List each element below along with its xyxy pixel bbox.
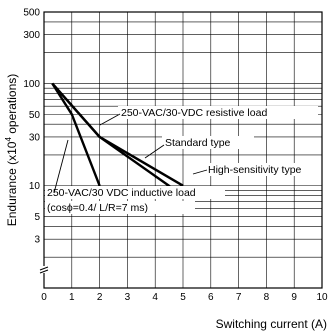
y-tick-label: 50 [29, 110, 41, 121]
y-axis-label: Endurance (x104 operations) [4, 74, 19, 227]
tick-labels: 0 1 2 3 4 5 6 7 8 9 10 500 300 100 50 30 10 5 3 [23, 8, 328, 304]
y-tick-label: 500 [23, 8, 40, 19]
x-tick-label: 9 [291, 292, 297, 303]
inductive-cond-label-bg [45, 201, 195, 214]
x-tick-label: 1 [69, 292, 75, 303]
y-tick-label: 3 [34, 235, 40, 246]
annotation-inductive-2: (cosϕ=0.4/ L/R=7 ms) [47, 202, 148, 214]
series-lines [51, 82, 184, 197]
y-tick-label: 100 [23, 79, 40, 90]
x-tick-label: 3 [125, 292, 131, 303]
annotation-high-sensitivity: High-sensitivity type [208, 164, 302, 176]
x-tick-label: 7 [236, 292, 242, 303]
y-tick-label: 300 [23, 30, 40, 41]
plot-frame [43, 11, 323, 289]
highsens-label-bg [206, 163, 321, 176]
standard-label-bg [162, 136, 254, 149]
x-tick-label: 8 [264, 292, 270, 303]
y-tick-label: 10 [29, 181, 41, 192]
series-line-2 [51, 82, 101, 187]
x-tick-label: 6 [208, 292, 214, 303]
x-tick-label: 10 [316, 292, 328, 303]
series-line-1 [51, 82, 184, 187]
leader-lines [53, 113, 208, 194]
axis-break-mark [39, 266, 49, 274]
annotation-inductive-1: 250-VAC/30 VDC inductive load [47, 187, 196, 199]
x-tick-label: 4 [152, 292, 158, 303]
annotation-resistive: 250-VAC/30-VDC resistive load [121, 107, 267, 119]
resistive-label-bg [118, 106, 318, 119]
x-tick-label: 5 [180, 292, 186, 303]
x-tick-label: 0 [41, 292, 47, 303]
annotation-standard: Standard type [165, 137, 231, 149]
y-tick-label: 30 [29, 132, 41, 143]
x-tick-label: 2 [97, 292, 103, 303]
x-axis-label: Switching current (A) [216, 317, 327, 331]
y-tick-label: 5 [34, 212, 40, 223]
inductive-label-bg [45, 186, 225, 199]
